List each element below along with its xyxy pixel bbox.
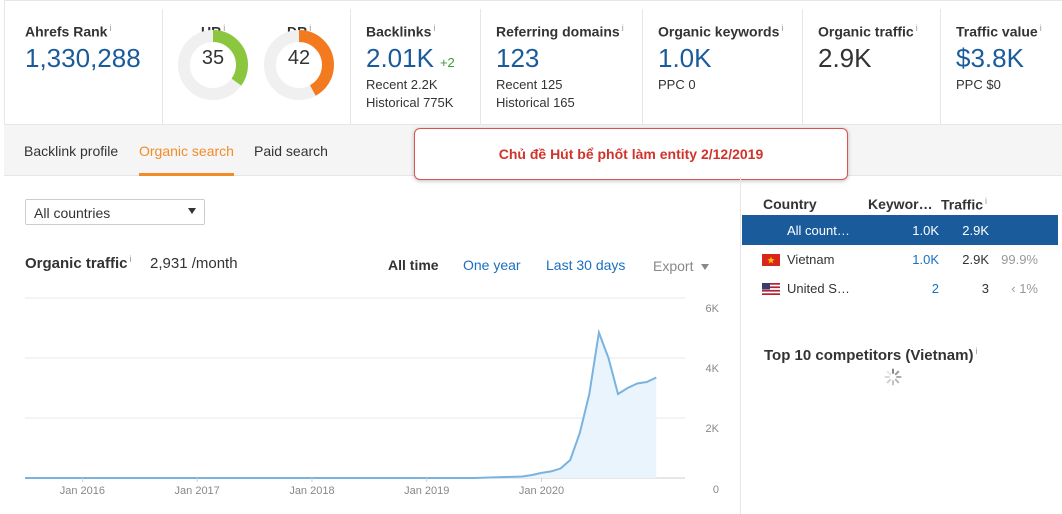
- country-name: United S…: [787, 281, 850, 296]
- backlinks-delta: +2: [439, 55, 455, 70]
- metric-ratings: UR i 35 DR i 42: [163, 9, 351, 125]
- organic-traffic-chart: 6K 4K 2K 0 Jan 2016 Jan 2017 Jan 2018 Jan 2019…: [25, 297, 720, 497]
- export-button[interactable]: Export: [653, 258, 710, 274]
- dr-gauge: [264, 30, 334, 100]
- country-share: ‹ 1%: [1011, 281, 1038, 296]
- metric-organic-traffic: Organic traffic i 2.9K: [803, 9, 941, 125]
- info-icon[interactable]: i: [985, 196, 988, 206]
- range-one-year[interactable]: One year: [463, 257, 521, 273]
- annotation-callout: Chủ đề Hút bể phốt làm entity 2/12/2019: [414, 128, 848, 180]
- ur-gauge: [178, 30, 248, 100]
- info-icon[interactable]: i: [1039, 23, 1042, 33]
- traffic-value-value: $3.8K: [956, 43, 1024, 73]
- x-tick-label: Jan 2016: [60, 485, 105, 497]
- y-tick-label: 6K: [706, 303, 720, 315]
- metric-backlinks: Backlinks i 2.01K +2 Recent 2.2K Historica…: [351, 9, 481, 125]
- caret-down-icon: [701, 264, 710, 271]
- ur-value: 35: [201, 47, 225, 69]
- country-select-value: All countries: [34, 205, 111, 221]
- organic-traffic-monthly: 2,931 /month: [150, 255, 238, 272]
- loading-spinner-icon: [884, 368, 902, 386]
- info-icon[interactable]: i: [915, 23, 918, 33]
- country-share: 99.9%: [1001, 252, 1038, 267]
- referring-domains-value[interactable]: 123: [496, 43, 540, 73]
- y-tick-label: 4K: [706, 363, 720, 375]
- metric-title: Backlinks i: [366, 23, 436, 40]
- table-header-divider: [742, 215, 1058, 217]
- metric-title: Ahrefs Rank i: [25, 23, 112, 40]
- country-traffic: 2.9K: [962, 252, 989, 267]
- info-icon[interactable]: i: [129, 254, 132, 264]
- ahrefs-rank-value: 1,330,288: [25, 43, 141, 73]
- metric-title: Organic keywords i: [658, 23, 784, 40]
- info-icon[interactable]: i: [433, 23, 436, 33]
- country-traffic: 3: [981, 281, 989, 296]
- backlinks-value[interactable]: 2.01K +2: [366, 43, 455, 73]
- x-tick-label: Jan 2019: [404, 485, 449, 497]
- country-keywords[interactable]: 1.0K: [912, 252, 939, 267]
- us-flag-icon: [762, 283, 780, 295]
- tab-backlink-profile[interactable]: Backlink profile: [24, 143, 119, 159]
- organic-keywords-ppc: PPC 0: [658, 77, 696, 92]
- info-icon[interactable]: i: [109, 23, 112, 33]
- country-keywords[interactable]: 2: [931, 281, 939, 296]
- organic-traffic-value: 2.9K: [818, 43, 872, 73]
- traffic-area: [25, 332, 657, 478]
- x-tick-label: Jan 2020: [519, 485, 564, 497]
- country-row-united-states[interactable]: United S… 2 3 ‹ 1%: [742, 275, 1058, 303]
- col-header-traffic[interactable]: Traffic i: [941, 196, 988, 213]
- chart-x-axis: Jan 2016 Jan 2017 Jan 2018 Jan 2019 Jan 2020: [60, 478, 564, 497]
- organic-traffic-title: Organic traffic i: [25, 254, 132, 272]
- tab-organic-search[interactable]: Organic search: [139, 143, 234, 159]
- competitors-title: Top 10 competitors (Vietnam) i: [764, 346, 978, 364]
- referring-domains-recent: Recent 125: [496, 77, 563, 92]
- x-tick-label: Jan 2018: [289, 485, 334, 497]
- traffic-line: [25, 328, 657, 479]
- backlinks-historical: Historical 775K: [366, 95, 454, 110]
- caret-down-icon: [188, 208, 196, 214]
- organic-keywords-value[interactable]: 1.0K: [658, 43, 712, 73]
- dr-value: 42: [287, 47, 311, 69]
- info-icon[interactable]: i: [309, 23, 312, 33]
- metric-ahrefs-rank: Ahrefs Rank i 1,330,288: [5, 9, 163, 125]
- metrics-strip: Ahrefs Rank i 1,330,288 UR i 35 DR i 42 Bac…: [4, 0, 1062, 125]
- referring-domains-historical: Historical 165: [496, 95, 575, 110]
- country-name: All count…: [787, 223, 850, 238]
- x-tick-label: Jan 2017: [175, 485, 220, 497]
- vn-flag-icon: [762, 254, 780, 266]
- y-tick-label: 2K: [706, 423, 720, 435]
- country-row-all[interactable]: All count… 1.0K 2.9K: [742, 217, 1058, 245]
- metric-title: Referring domains i: [496, 23, 624, 40]
- col-header-country[interactable]: Country: [763, 196, 817, 212]
- range-all-time[interactable]: All time: [388, 257, 439, 273]
- country-name: Vietnam: [787, 252, 835, 267]
- metric-title: Traffic value i: [956, 23, 1042, 40]
- country-keywords: 1.0K: [912, 223, 939, 238]
- traffic-value-ppc: PPC $0: [956, 77, 1001, 92]
- range-last-30-days[interactable]: Last 30 days: [546, 257, 626, 273]
- country-select[interactable]: All countries: [25, 199, 205, 225]
- country-row-vietnam[interactable]: Vietnam 1.0K 2.9K 99.9%: [742, 246, 1058, 274]
- info-icon[interactable]: i: [223, 23, 226, 33]
- metric-traffic-value: Traffic value i $3.8K PPC $0: [941, 9, 1062, 125]
- country-traffic: 2.9K: [962, 223, 989, 238]
- chart-y-axis: 6K 4K 2K 0: [706, 303, 720, 496]
- info-icon[interactable]: i: [621, 23, 624, 33]
- active-tab-indicator: [139, 173, 234, 176]
- info-icon[interactable]: i: [975, 346, 978, 356]
- y-tick-label: 0: [713, 484, 719, 496]
- metric-organic-keywords: Organic keywords i 1.0K PPC 0: [643, 9, 803, 125]
- info-icon[interactable]: i: [781, 23, 784, 33]
- metric-referring-domains: Referring domains i 123 Recent 125 Histor…: [481, 9, 643, 125]
- metric-title: Organic traffic i: [818, 23, 918, 40]
- tab-paid-search[interactable]: Paid search: [254, 143, 328, 159]
- col-header-keywords[interactable]: Keywor…: [868, 196, 933, 212]
- backlinks-recent: Recent 2.2K: [366, 77, 438, 92]
- panel-divider: [740, 177, 741, 514]
